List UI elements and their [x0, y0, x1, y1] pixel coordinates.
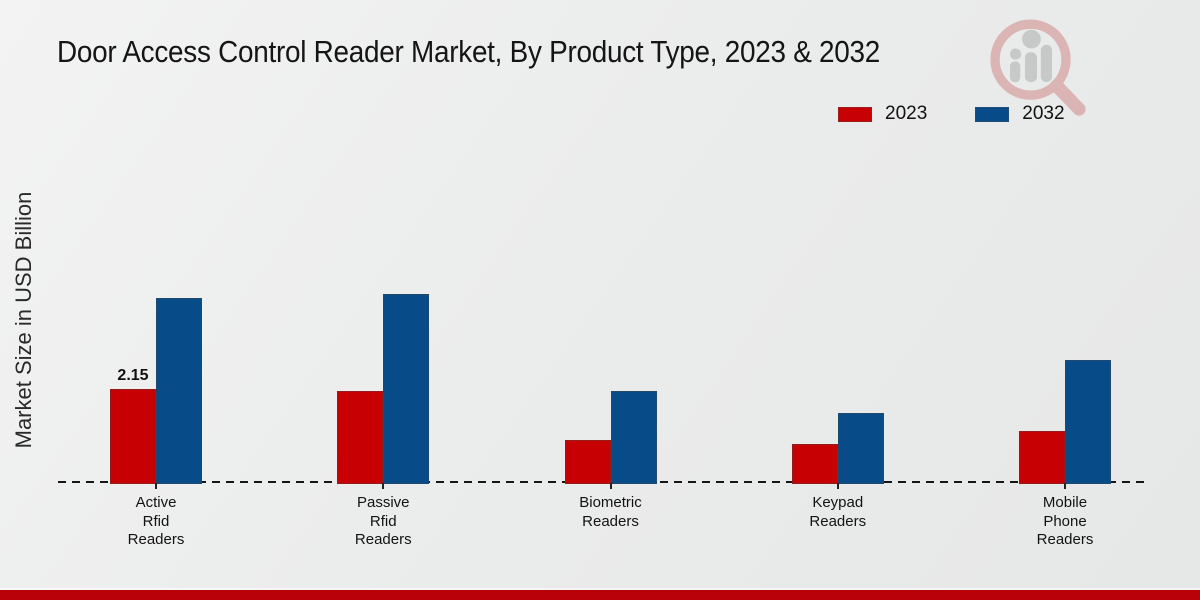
legend-swatch-2023 [838, 106, 872, 122]
legend-item-2032: 2032 [975, 103, 1065, 125]
category-label-biometric-readers: Biometric Readers [579, 494, 642, 530]
x-tick-mobile-phone-readers [1064, 483, 1066, 489]
bar-2023-mobile-phone-readers [1019, 430, 1065, 484]
legend-label-2023: 2023 [885, 103, 928, 124]
legend: 2023 2032 [838, 103, 1065, 125]
bar-2023-biometric-readers [564, 439, 611, 484]
magnifier-bar-chart-logo-icon [990, 19, 1086, 116]
bar-2032-keypad-readers [837, 413, 884, 484]
category-label-mobile-phone-readers: Mobile Phone Readers [1036, 494, 1094, 548]
x-tick-biometric-readers [609, 483, 612, 489]
category-label-passive-rfid-readers: Passive Rfid Readers [354, 494, 412, 548]
bar-2023-keypad-readers [791, 444, 838, 484]
legend-item-2023: 2023 [838, 103, 927, 125]
category-label-keypad-readers: Keypad Readers [809, 494, 867, 530]
footer-highlight-line [0, 588, 1200, 590]
bar-2032-biometric-readers [610, 391, 657, 484]
y-axis-label: Market Size in USD Billion [11, 191, 36, 449]
x-tick-passive-rfid-readers [382, 483, 385, 489]
bar-2032-passive-rfid-readers [383, 293, 430, 484]
footer-red-band [0, 590, 1200, 600]
x-tick-active-rfid-readers [155, 483, 157, 489]
bar-2032-mobile-phone-readers [1065, 360, 1111, 484]
category-label-active-rfid-readers: Active Rfid Readers [127, 494, 185, 548]
bar-2023-active-rfid-readers [110, 388, 156, 484]
legend-label-2032: 2032 [1022, 103, 1065, 124]
bar-2023-passive-rfid-readers [337, 391, 384, 484]
legend-swatch-2032 [975, 106, 1010, 122]
bar-2032-active-rfid-readers [156, 298, 202, 484]
x-tick-keypad-readers [836, 483, 839, 489]
data-label-2023-active-rfid-readers: 2.15 [117, 366, 149, 384]
chart-title: Door Access Control Reader Market, By Pr… [57, 34, 881, 69]
